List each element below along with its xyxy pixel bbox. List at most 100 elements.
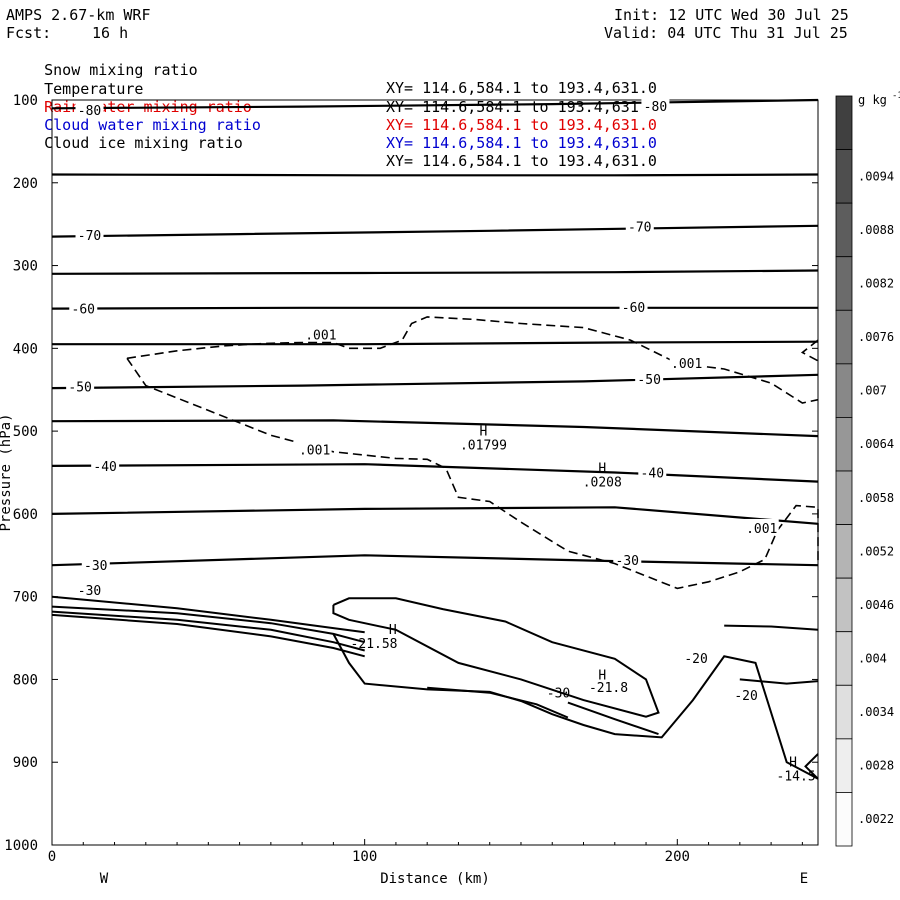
y-tick-label: 500: [13, 424, 38, 440]
colorbar-cell: [835, 256, 853, 311]
west-label: W: [100, 871, 109, 887]
annotation-label: H: [389, 623, 397, 638]
y-tick-label: 600: [13, 507, 38, 523]
lower-contour: [51, 613, 365, 658]
isotherm-line: [51, 373, 819, 390]
contour-label: .001: [671, 357, 702, 372]
isotherm-label: -60: [622, 301, 645, 316]
label-mask: [619, 297, 648, 314]
colorbar-cell: [835, 792, 853, 847]
colorbar-tick-label: .0022: [858, 812, 894, 826]
isotherm-label: -30: [84, 559, 107, 574]
isotherm-label: -40: [93, 460, 116, 475]
isotherm-line: [51, 419, 819, 438]
isotherm-line: [51, 306, 818, 310]
annotation-label: -21.58: [351, 637, 398, 652]
label-mask: [303, 325, 338, 342]
isotherm-line: [51, 463, 819, 483]
y-tick-label: 1000: [4, 838, 38, 854]
colorbar-cell: [835, 363, 853, 418]
colorbar-tick-label: .0034: [858, 705, 894, 719]
label-mask: [66, 377, 95, 394]
label-mask: [69, 299, 98, 316]
colorbar-tick-label: .0064: [858, 437, 894, 451]
annotation-label: -20: [684, 652, 707, 667]
colorbar-cell: [835, 524, 853, 579]
label-mask: [81, 556, 110, 573]
label-mask: [75, 225, 104, 242]
isotherm-label: -30: [616, 554, 639, 569]
colorbar-cell: [835, 149, 853, 204]
colorbar-unit-exponent: -1: [892, 91, 900, 101]
y-tick-label: 400: [13, 341, 38, 357]
y-tick-label: 300: [13, 259, 38, 275]
field-xy: XY= 114.6,584.1 to 193.4,631.0: [386, 79, 657, 97]
y-axis-label: Pressure (hPa): [0, 413, 14, 531]
east-label: E: [800, 871, 808, 887]
label-mask: [75, 100, 104, 117]
colorbar-tick-label: .0088: [858, 223, 894, 237]
isotherm-label: -50: [637, 373, 660, 388]
y-tick-label: 800: [13, 672, 38, 688]
y-tick-label: 700: [13, 590, 38, 606]
colorbar-tick-label: .0058: [858, 491, 894, 505]
lower-contour: [332, 633, 819, 780]
init-time: Init: 12 UTC Wed 30 Jul 25: [614, 6, 849, 24]
label-mask: [613, 551, 642, 568]
annotation-label: -14.5: [777, 769, 816, 784]
mixing-ratio-contour: [126, 316, 819, 404]
y-tick-label: 200: [13, 176, 38, 192]
lower-contour: [51, 605, 365, 644]
isotherm-line: [51, 506, 819, 525]
contour-label: .001: [299, 443, 330, 458]
isotherm-line: [51, 224, 819, 238]
colorbar-cell: [835, 577, 853, 633]
colorbar-tick-label: .0046: [858, 598, 894, 612]
colorbar-tick-label: .0028: [858, 759, 894, 773]
field-name: Snow mixing ratio: [44, 61, 198, 79]
colorbar-unit: g kg: [858, 93, 887, 107]
colorbar-cell: [835, 417, 853, 472]
isotherm-line: [52, 340, 819, 346]
isotherm-label: -50: [68, 380, 91, 395]
x-tick-label: 0: [48, 849, 56, 865]
annotation-label: -21.8: [589, 681, 628, 696]
isotherm-line: [51, 98, 819, 110]
lower-contour: [51, 595, 365, 634]
forecast-hour: 16 h: [92, 24, 129, 42]
annotation-label: H: [598, 462, 606, 477]
field-row: Snow mixing ratio XY= 114.6,584.1 to 193…: [8, 43, 657, 115]
colorbar-cell: [835, 95, 853, 150]
field-row: Cloud water mixing ratio XY= 114.6,584.1…: [8, 98, 657, 170]
colorbar-cell: [835, 738, 853, 793]
isotherm-label: -80: [78, 104, 101, 119]
valid-time: Valid: 04 UTC Thu 31 Jul 25: [604, 24, 848, 42]
x-tick-label: 100: [352, 849, 377, 865]
isotherm-label: -80: [644, 100, 667, 115]
annotation-label: -30: [547, 687, 570, 702]
isotherm-label: -60: [72, 303, 95, 318]
colorbar-cell: [835, 684, 853, 740]
colorbar-tick-label: .004: [858, 652, 887, 666]
field-xy: XY= 114.6,584.1 to 193.4,631.0: [386, 152, 657, 170]
label-mask: [91, 456, 120, 473]
field-xy: XY= 114.6,584.1 to 193.4,631.0: [386, 116, 657, 134]
forecast-label: Fcst:: [6, 24, 52, 42]
mixing-ratio-contour: [126, 357, 819, 590]
contour-label: .001: [305, 328, 336, 343]
colorbar-cell: [835, 470, 853, 525]
field-row: Cloud ice mixing ratio XY= 114.6,584.1 t…: [8, 116, 657, 188]
isotherm-line: [51, 269, 819, 275]
label-mask: [744, 518, 779, 535]
annotation-label: .0208: [583, 476, 622, 491]
colorbar-tick-label: .007: [858, 384, 887, 398]
label-mask: [625, 217, 654, 234]
annotation-label: .01799: [460, 438, 507, 453]
contour-label: .001: [746, 522, 777, 537]
mixing-ratio-contour: [800, 339, 819, 362]
plot-frame: [51, 99, 819, 846]
label-mask: [635, 369, 664, 386]
field-name: Cloud water mixing ratio: [44, 116, 261, 134]
colorbar-cell: [835, 202, 853, 258]
lower-contour: [51, 610, 365, 652]
